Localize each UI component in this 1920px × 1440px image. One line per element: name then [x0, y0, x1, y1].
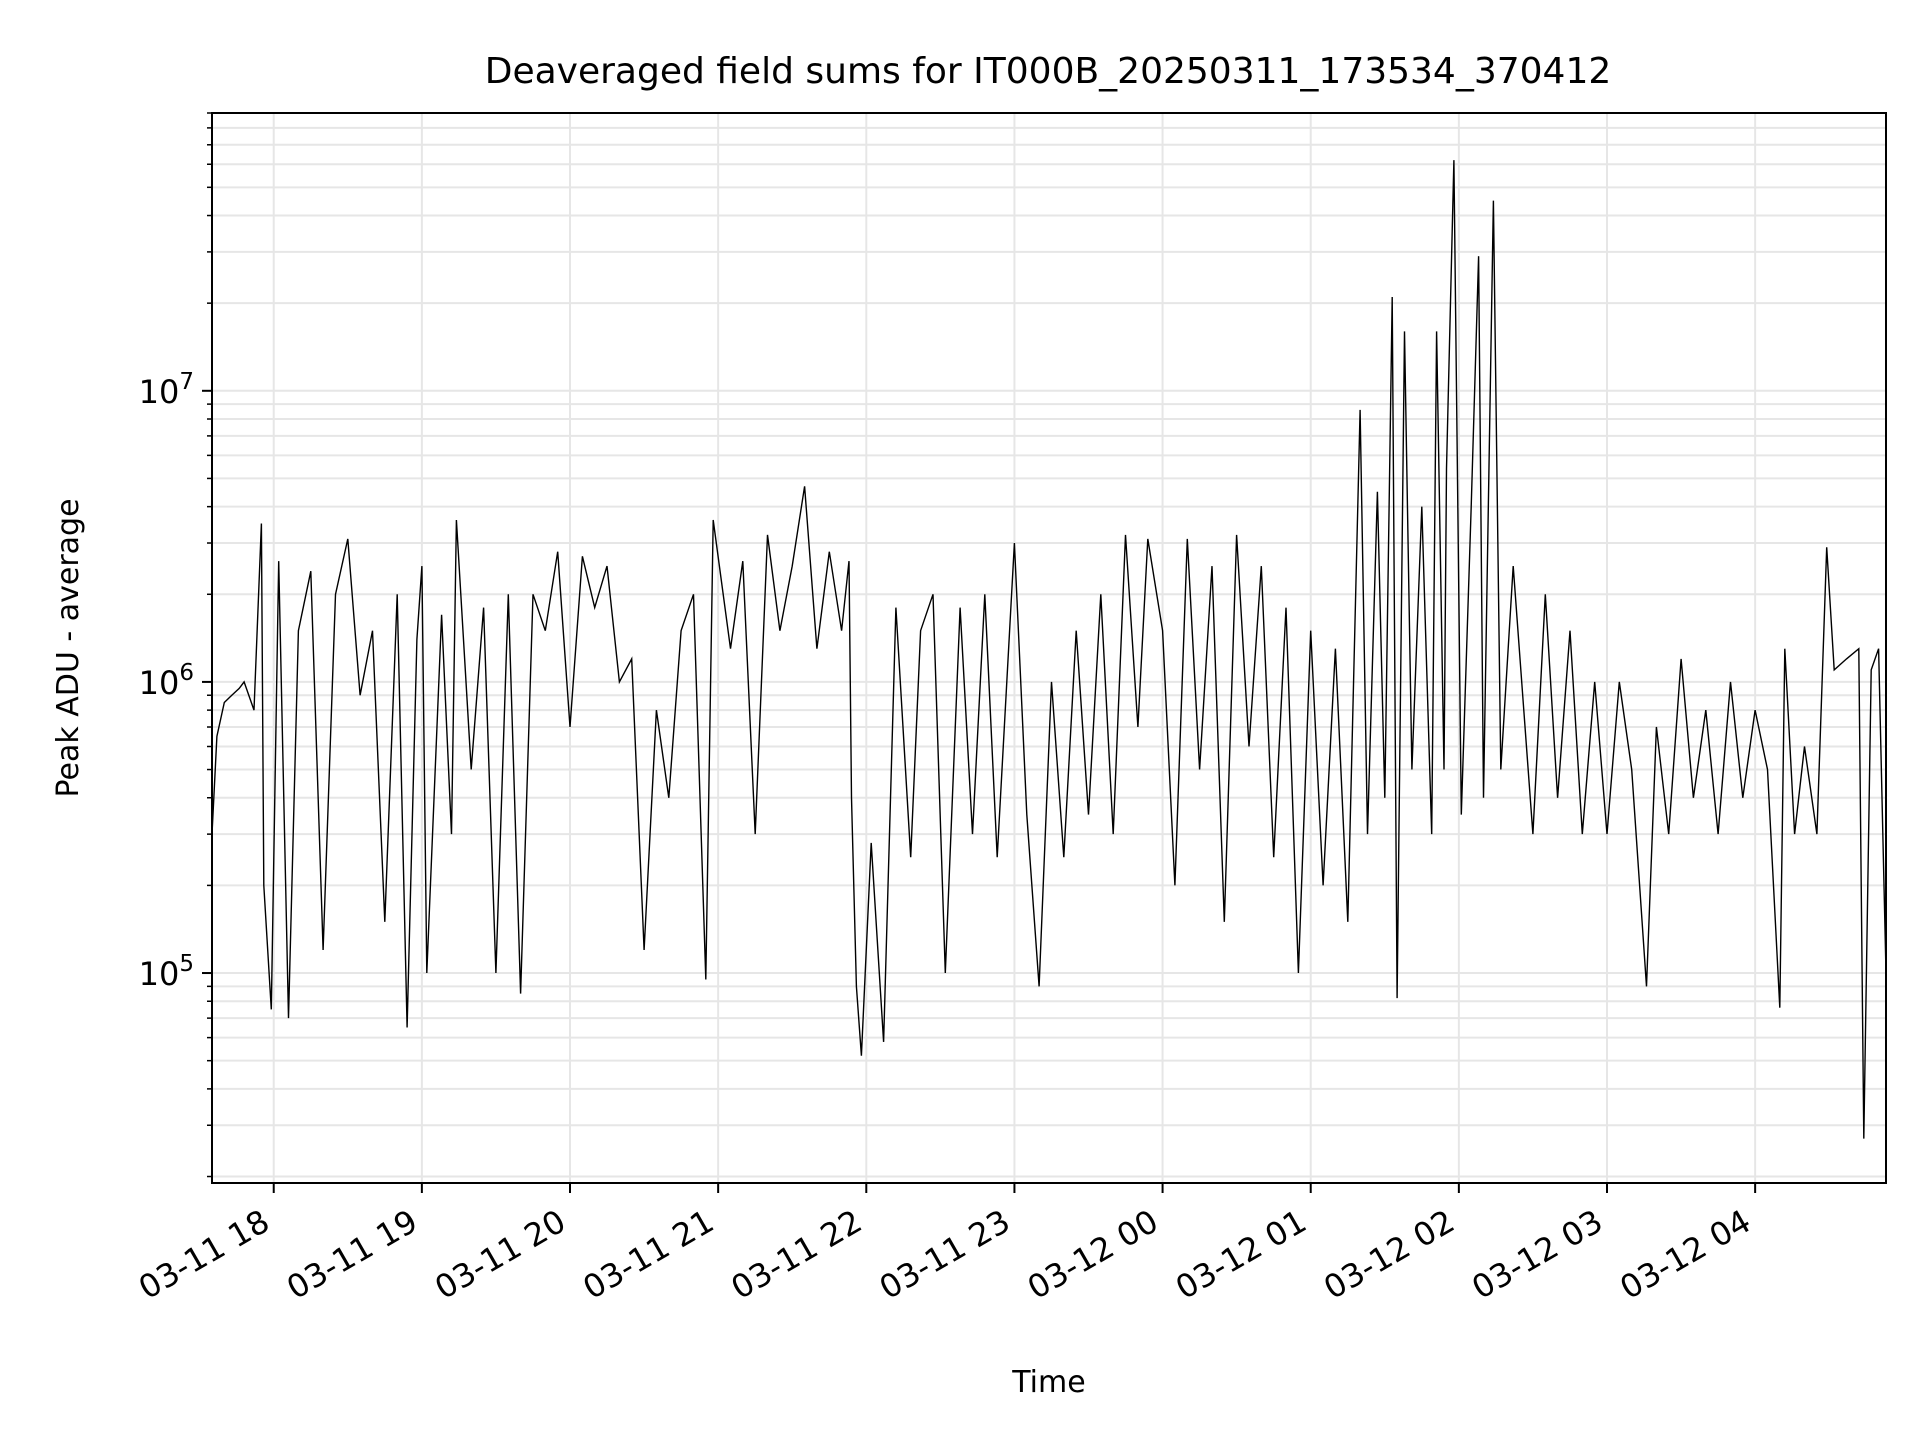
y-tick-label: 105: [139, 951, 194, 993]
y-axis: 105 106 107: [139, 112, 212, 1178]
y-tick-label: 107: [139, 369, 194, 411]
y-tick-label: 106: [139, 660, 194, 702]
x-axis-label: Time: [1011, 1365, 1085, 1400]
plot-frame: [211, 112, 1887, 1184]
series-line: [211, 160, 1887, 1139]
y-axis-label: Peak ADU - average: [51, 498, 86, 797]
chart-title: Deaveraged field sums for IT000B_2025031…: [485, 51, 1612, 92]
series: [211, 160, 1887, 1139]
